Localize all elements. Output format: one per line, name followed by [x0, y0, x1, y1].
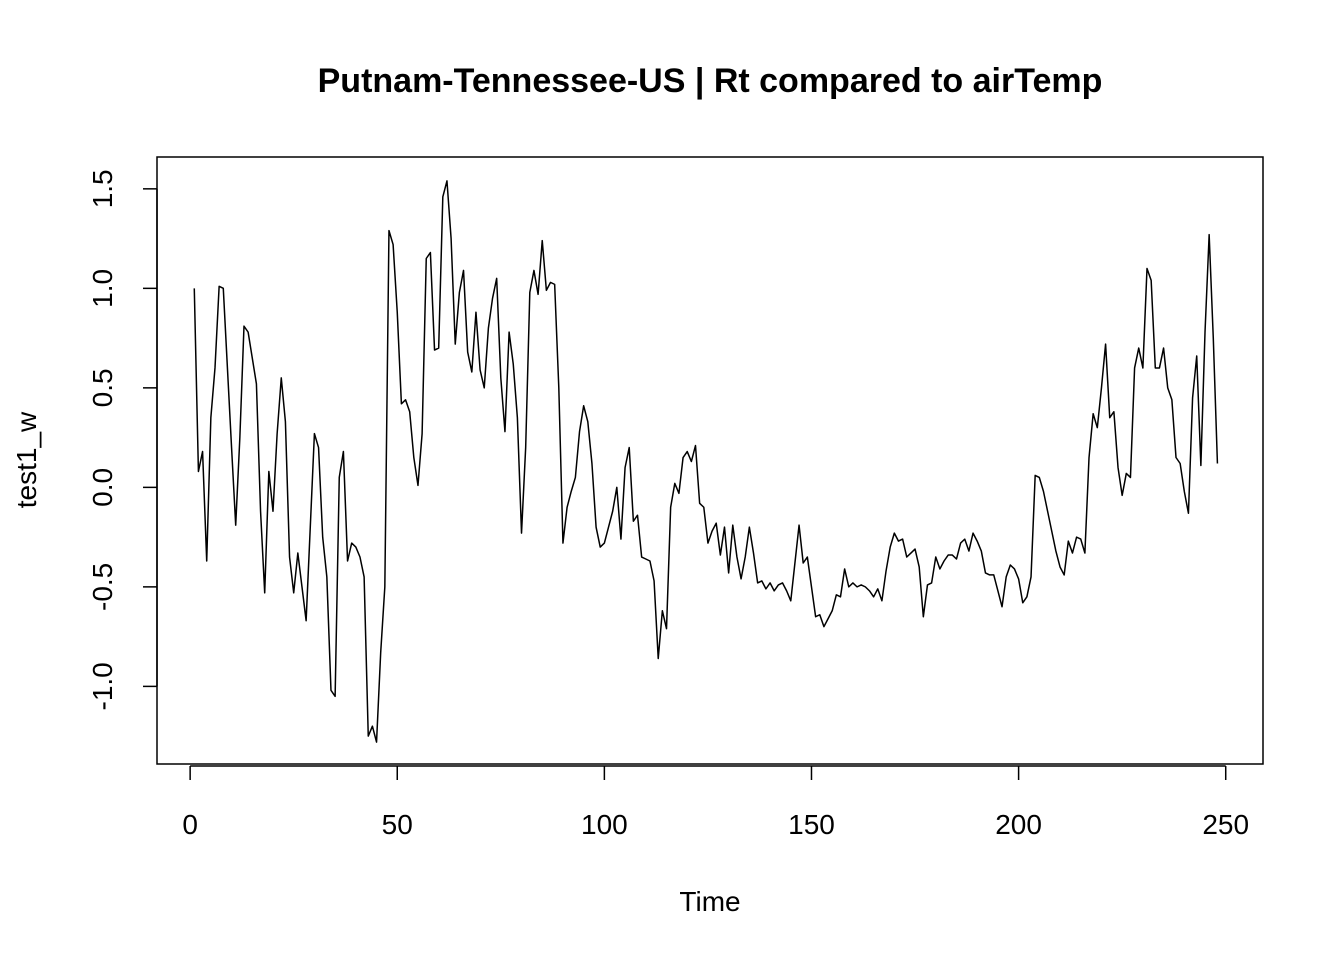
- y-axis-label: test1_w: [11, 411, 42, 508]
- plot-frame: [156, 156, 1264, 765]
- y-axis: -1.0 -0.5 0.0 0.5 1.0 1.5: [87, 169, 158, 711]
- y-tick-label: 0.0: [87, 468, 118, 507]
- x-tick-label: 250: [1202, 809, 1249, 840]
- y-tick-label: 1.5: [87, 169, 118, 208]
- series-line: [193, 180, 1219, 743]
- x-tick-label: 150: [788, 809, 835, 840]
- x-tick-label: 100: [581, 809, 628, 840]
- x-tick-label: 0: [182, 809, 198, 840]
- y-tick-label: 0.5: [87, 368, 118, 407]
- chart-title: Putnam-Tennessee-US | Rt compared to air…: [318, 62, 1103, 100]
- x-tick-label: 200: [995, 809, 1042, 840]
- x-axis-label: Time: [679, 886, 740, 917]
- x-axis: 0 50 100 150 200 250: [182, 765, 1249, 840]
- y-tick-label: 1.0: [87, 269, 118, 308]
- y-tick-label: -0.5: [87, 563, 118, 611]
- x-tick-label: 50: [382, 809, 413, 840]
- y-tick-label: -1.0: [87, 662, 118, 710]
